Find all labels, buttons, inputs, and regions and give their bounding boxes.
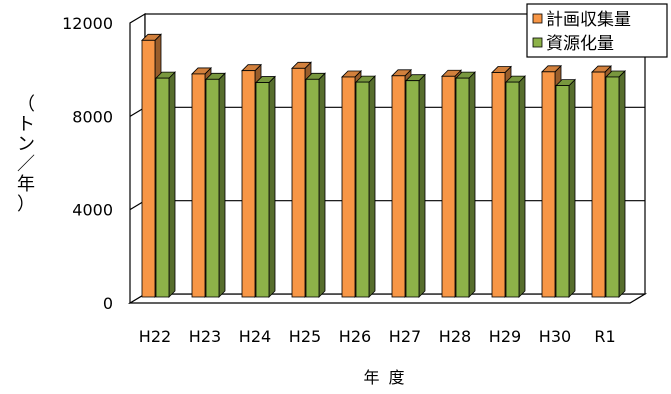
legend-label: 資源化量	[546, 34, 614, 54]
legend-label: 計画収集量	[546, 10, 631, 30]
bar	[355, 75, 376, 298]
x-tick-label: H27	[389, 327, 421, 346]
x-tick-label: H28	[439, 327, 471, 346]
bars	[141, 33, 626, 298]
x-tick-label: R1	[594, 327, 615, 346]
bar	[155, 71, 176, 298]
legend-swatch	[532, 13, 543, 24]
y-tick-label: 12000	[62, 14, 113, 33]
x-tick-label: H26	[339, 327, 371, 346]
x-tick-label: H22	[139, 327, 171, 346]
x-tick-label: H24	[239, 327, 271, 346]
y-tick-label: 4000	[72, 201, 113, 220]
bar	[555, 78, 576, 298]
bar	[305, 72, 326, 298]
bar	[505, 75, 526, 298]
bar	[205, 72, 226, 298]
bar	[255, 75, 276, 298]
bar	[455, 71, 476, 298]
y-tick-label: 0	[103, 294, 113, 313]
y-axis-label: （トン／年）	[17, 94, 35, 215]
y-tick-label: 8000	[72, 107, 113, 126]
legend-swatch	[532, 37, 543, 48]
x-tick-label: H29	[489, 327, 521, 346]
y-tick-labels: 0 4000 8000 12000	[62, 14, 113, 313]
bar	[405, 73, 426, 298]
legend-box	[526, 3, 668, 58]
x-tick-labels: H22 H23 H24 H25 H26 H27 H28 H29 H30 R1	[139, 327, 616, 346]
x-tick-label: H30	[539, 327, 571, 346]
bar	[605, 70, 626, 298]
x-tick-label: H25	[289, 327, 321, 346]
x-tick-label: H23	[189, 327, 221, 346]
x-axis-label: 年 度	[363, 368, 406, 387]
